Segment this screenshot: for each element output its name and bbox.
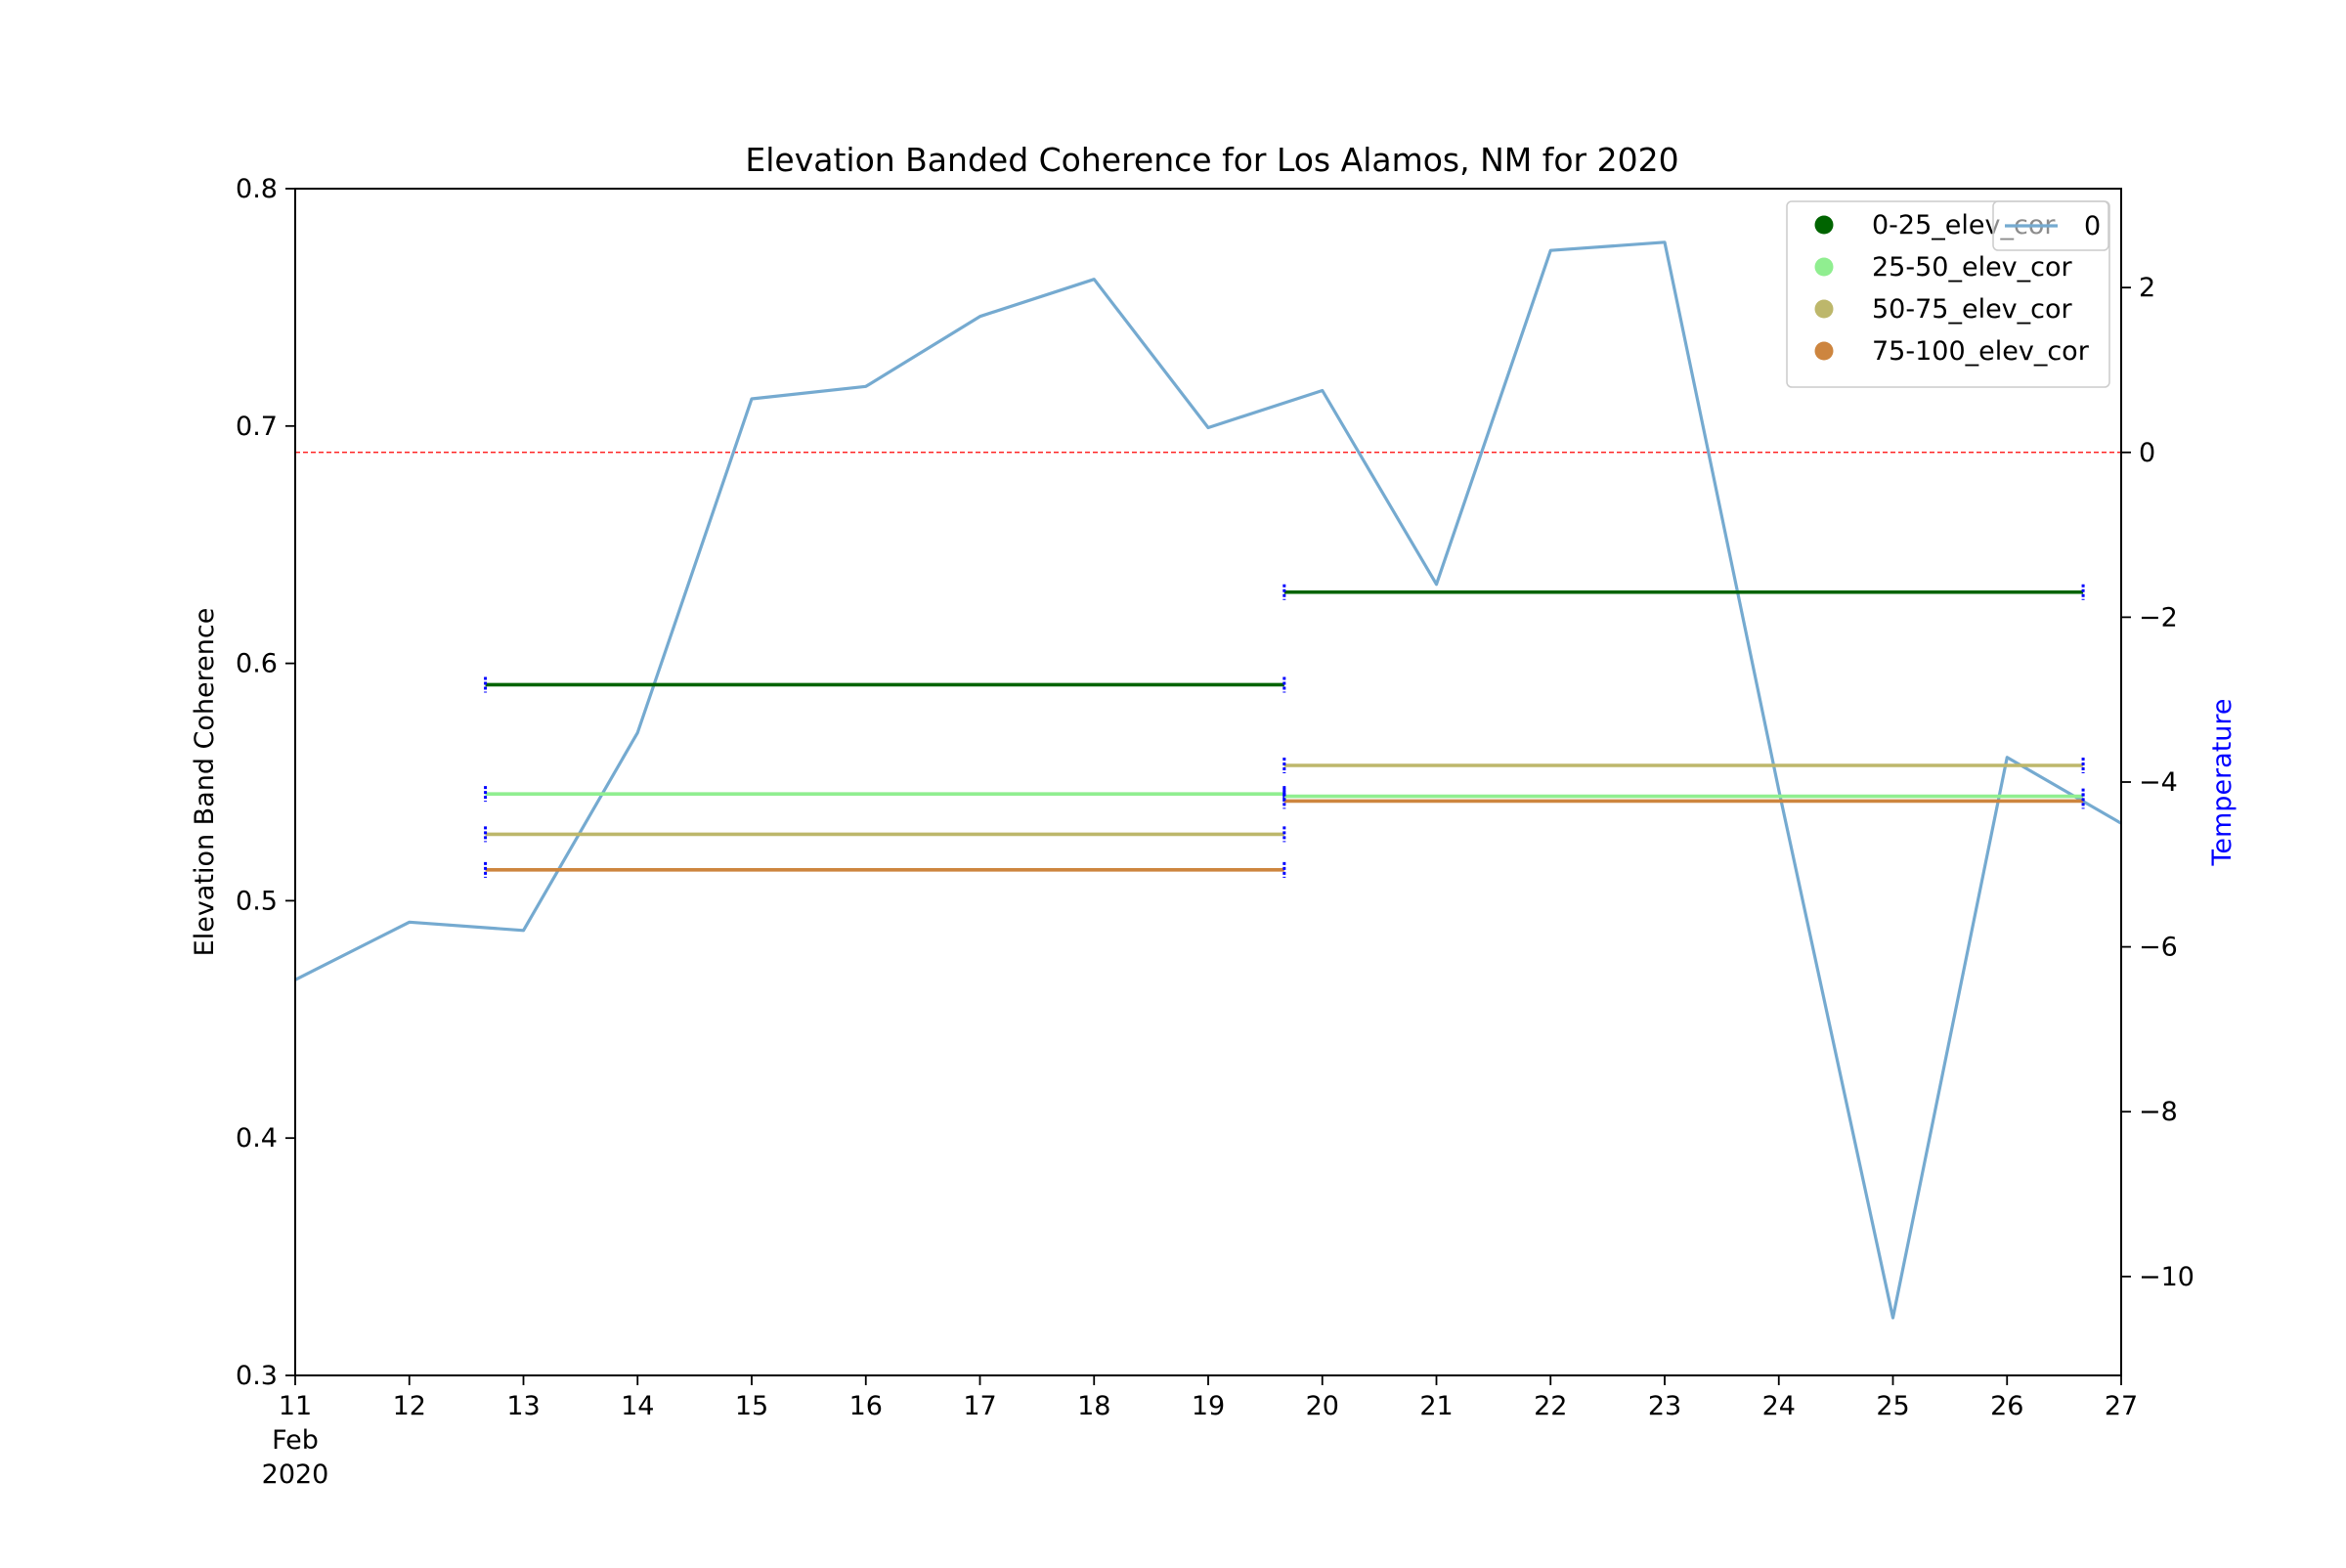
x-tick-sublabel: Feb bbox=[272, 1425, 319, 1456]
y2-tick-label: −8 bbox=[2139, 1097, 2178, 1127]
legend-secondary: 0 bbox=[1993, 201, 2108, 250]
y-tick-label: 0.7 bbox=[236, 412, 278, 442]
legend-marker bbox=[1815, 258, 1834, 277]
legend2-label: 0 bbox=[2084, 211, 2101, 241]
x-tick-label: 12 bbox=[393, 1391, 426, 1421]
x-tick-label: 25 bbox=[1876, 1391, 1909, 1421]
legend-label: 25-50_elev_cor bbox=[1872, 252, 2073, 283]
legend-label: 75-100_elev_cor bbox=[1872, 336, 2090, 367]
x-tick-label: 18 bbox=[1077, 1391, 1110, 1421]
y-tick-label: 0.5 bbox=[236, 886, 278, 916]
legend-marker bbox=[1815, 342, 1834, 361]
x-tick-label: 23 bbox=[1648, 1391, 1681, 1421]
y-axis-label: Elevation Band Coherence bbox=[190, 608, 220, 957]
y2-tick-label: −2 bbox=[2139, 602, 2178, 632]
y2-tick-label: 0 bbox=[2139, 438, 2155, 468]
x-tick-label: 19 bbox=[1192, 1391, 1225, 1421]
x-tick-sublabel: 2020 bbox=[262, 1459, 329, 1490]
y2-tick-label: −10 bbox=[2139, 1262, 2194, 1292]
y2-axis-label: Temperature bbox=[2207, 698, 2237, 866]
x-tick-label: 26 bbox=[1990, 1391, 2023, 1421]
y2-tick-label: −6 bbox=[2139, 933, 2178, 963]
x-tick-label: 16 bbox=[849, 1391, 883, 1421]
y2-tick-label: 2 bbox=[2139, 273, 2155, 303]
x-tick-label: 13 bbox=[506, 1391, 540, 1421]
legend-marker bbox=[1815, 216, 1834, 235]
x-tick-label: 20 bbox=[1306, 1391, 1339, 1421]
legend-label: 50-75_elev_cor bbox=[1872, 294, 2073, 325]
x-tick-label: 15 bbox=[735, 1391, 768, 1421]
x-tick-label: 24 bbox=[1762, 1391, 1796, 1421]
x-tick-label: 11 bbox=[279, 1391, 312, 1421]
x-tick-label: 22 bbox=[1534, 1391, 1567, 1421]
legend-marker bbox=[1815, 300, 1834, 319]
y2-tick-label: −4 bbox=[2139, 767, 2178, 798]
y-tick-label: 0.3 bbox=[236, 1361, 278, 1391]
x-tick-label: 27 bbox=[2105, 1391, 2138, 1421]
y-tick-label: 0.8 bbox=[236, 174, 278, 204]
chart-title: Elevation Banded Coherence for Los Alamo… bbox=[745, 141, 1678, 179]
x-tick-label: 14 bbox=[621, 1391, 654, 1421]
y-tick-label: 0.4 bbox=[236, 1123, 278, 1154]
x-tick-label: 17 bbox=[963, 1391, 996, 1421]
x-tick-label: 21 bbox=[1419, 1391, 1453, 1421]
y-tick-label: 0.6 bbox=[236, 649, 278, 679]
